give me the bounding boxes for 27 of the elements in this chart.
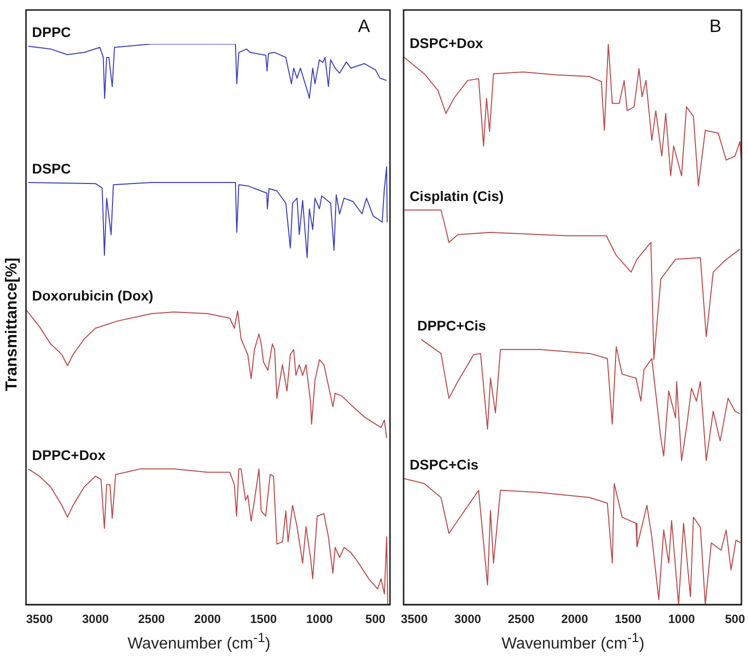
x-tick-label: 1500 [614,612,642,626]
x-tick-label: 3500 [400,612,428,626]
series-label: DPPC+Dox [32,446,106,463]
x-tick-label: 2500 [138,612,166,626]
x-tick-label: 3000 [454,612,482,626]
series-label: Doxorubicin (Dox) [32,288,154,304]
x-tick-label: 1000 [306,612,334,626]
series-label: DSPC+Dox [410,34,484,51]
series-label: DPPC [32,24,71,40]
x-tick-label: 2000 [561,612,588,626]
series-label: Cisplatin (Cis) [410,188,504,204]
text: A [358,16,370,36]
x-tick-label: 3000 [82,612,110,626]
series-label: DSPC [32,160,71,176]
y-axis-title: Transmittance[%] [3,258,20,391]
x-tick-label: 500 [365,612,386,626]
x-tick-label: 3500 [26,612,54,626]
series-label: DPPC+Cis [417,317,486,334]
x-axis-title: Wavenumber (cm$^{-1}$) [126,630,272,654]
series-label: DSPC+Cis [410,456,479,472]
x-tick-label: 1000 [668,612,696,626]
text: B [709,16,722,36]
x-tick-label: 2500 [508,612,535,626]
x-tick-label: 1500 [250,612,278,626]
x-tick-label: 2000 [194,612,222,626]
x-axis-title: Wavenumber (cm$^{-1}$) [500,630,646,654]
x-tick-label: 500 [725,612,746,626]
